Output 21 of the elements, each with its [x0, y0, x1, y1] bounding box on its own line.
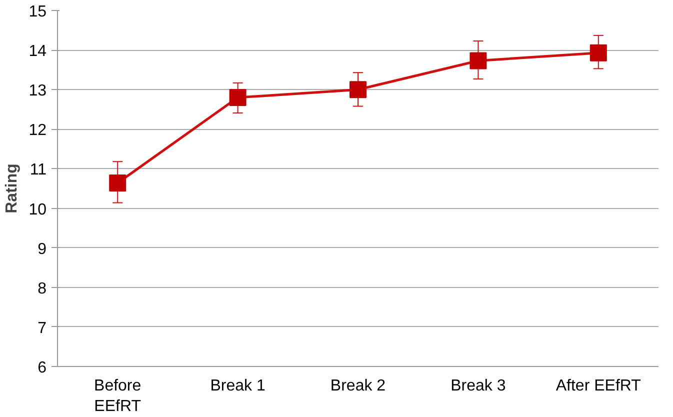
y-tick-label: 9 [38, 240, 47, 258]
x-tick-label: Break 2 [330, 378, 386, 394]
x-tick-label: Before EEfRT [94, 378, 142, 415]
y-tick-label: 10 [28, 201, 47, 218]
y-tick-label: 11 [30, 162, 47, 179]
point [229, 89, 246, 106]
x-tick-label: After EEfRT [556, 378, 642, 394]
y-tick-label: 6 [38, 360, 47, 376]
y-tick-label: 12 [28, 122, 47, 140]
point [350, 81, 366, 98]
point [109, 174, 126, 192]
point [590, 44, 607, 62]
point [470, 52, 487, 70]
y-tick-label: 7 [38, 320, 47, 337]
y-tick-label: 13 [28, 82, 47, 100]
x-tick-label: Break 3 [450, 378, 506, 394]
y-axis-title: Rating [4, 164, 21, 214]
x-tick-label: Break 1 [210, 378, 266, 394]
y-tick-label: 15 [28, 4, 47, 20]
y-tick-label: 14 [28, 43, 47, 60]
y-tick-label: 8 [38, 280, 47, 298]
